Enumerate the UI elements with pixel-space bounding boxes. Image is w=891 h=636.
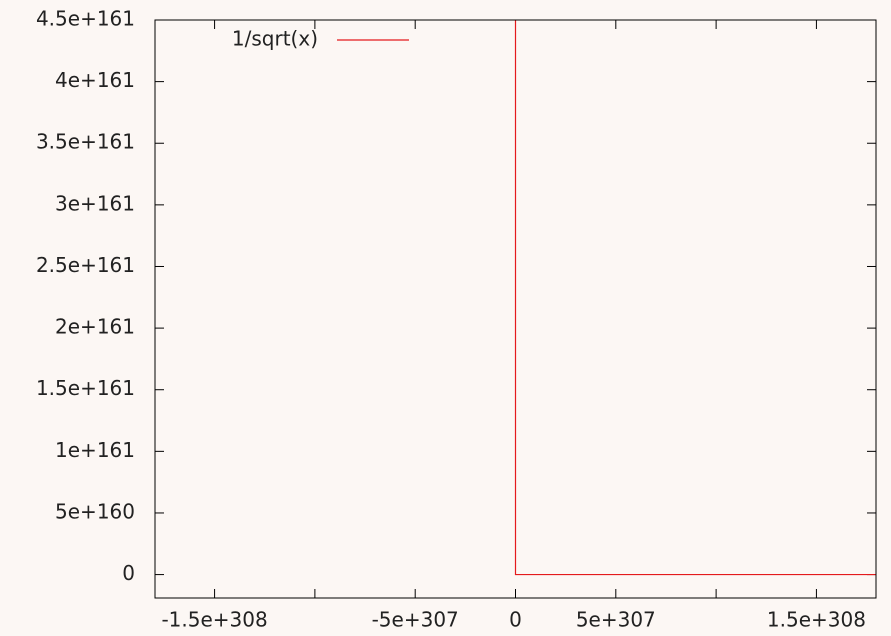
y-tick-label: 4.5e+161 xyxy=(36,7,135,31)
y-tick-label: 1.5e+161 xyxy=(36,376,135,400)
y-tick-label: 5e+160 xyxy=(55,499,135,523)
plot-border xyxy=(154,19,877,599)
x-tick-label: 5e+307 xyxy=(576,608,656,632)
y-tick-label: 0 xyxy=(122,561,135,585)
y-tick-label: 2.5e+161 xyxy=(36,253,135,277)
data-line xyxy=(514,20,876,576)
x-tick-label: -5e+307 xyxy=(372,608,459,632)
legend-label: 1/sqrt(x) xyxy=(232,27,318,51)
y-tick-label: 2e+161 xyxy=(55,315,135,339)
y-tick-label: 3e+161 xyxy=(55,191,135,215)
y-tick-label: 3.5e+161 xyxy=(36,130,135,154)
y-tick-label: 1e+161 xyxy=(55,438,135,462)
x-tick-label: 1.5e+308 xyxy=(767,608,866,632)
y-tick-label: 4e+161 xyxy=(55,68,135,92)
x-tick-label: 0 xyxy=(509,608,522,632)
x-tick-label: -1.5e+308 xyxy=(161,608,267,632)
